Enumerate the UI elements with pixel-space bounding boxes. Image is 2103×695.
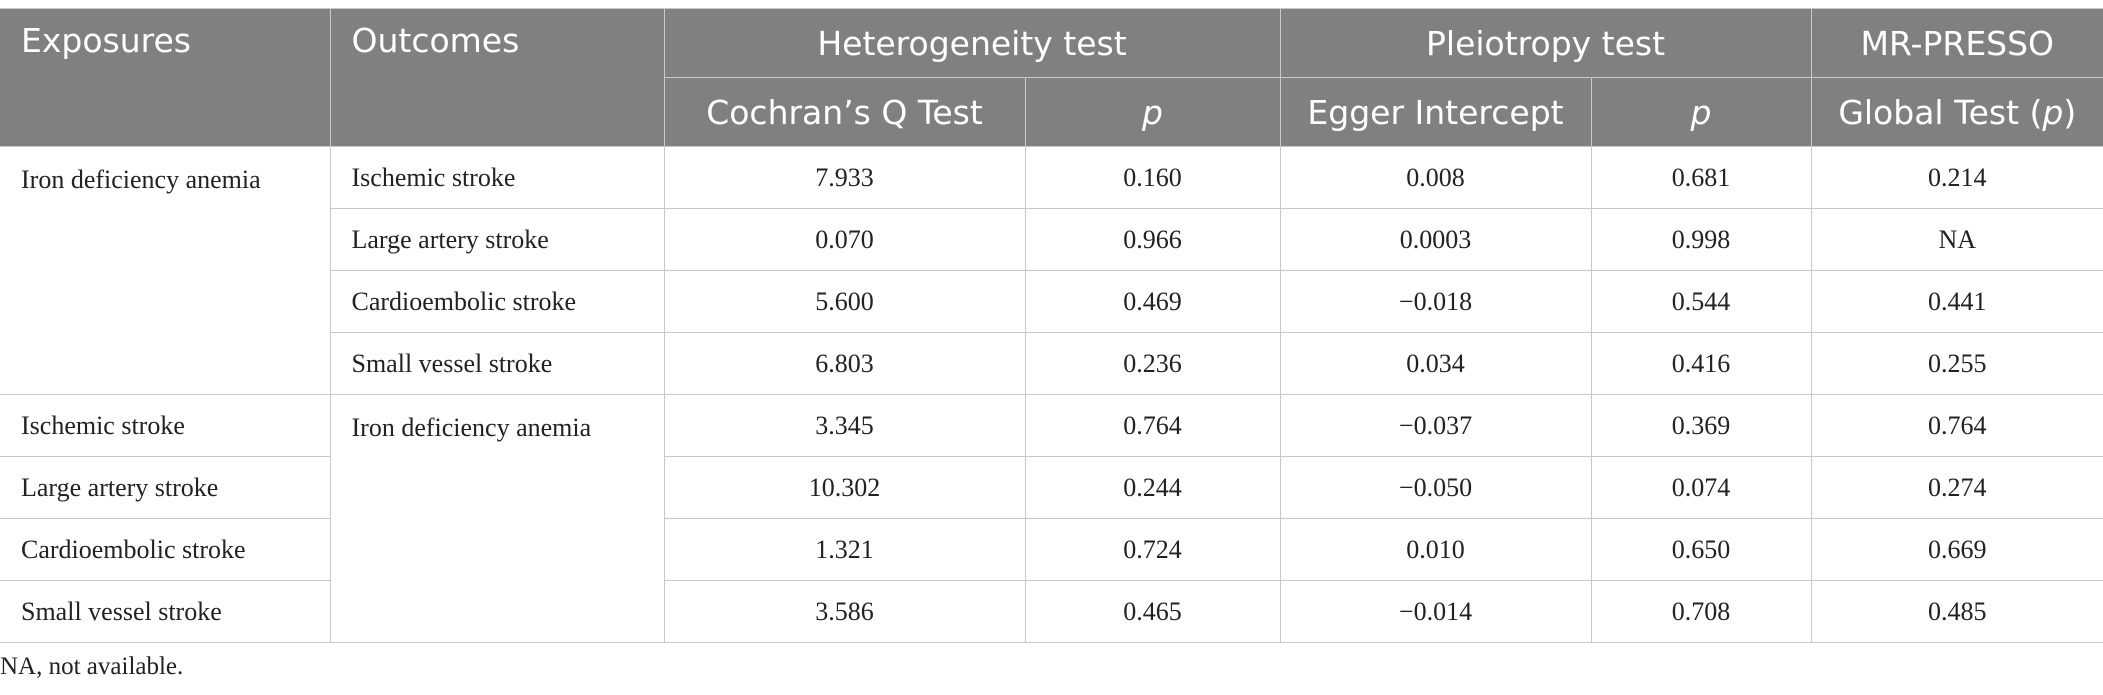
- global-test-p-cell: 0.274: [1810, 456, 2103, 519]
- header-egger-intercept: Egger Intercept: [1279, 77, 1592, 147]
- exposure-cell: Iron deficiency anemia: [0, 146, 331, 395]
- table-row: Small vessel stroke 6.803 0.236 0.034 0.…: [0, 332, 2103, 395]
- header-pleiotropy-p: p: [1590, 77, 1812, 147]
- header-outcomes: Outcomes: [329, 8, 665, 147]
- global-test-p-cell: 0.669: [1810, 518, 2103, 581]
- header-pleiotropy-test: Pleiotropy test: [1279, 8, 1812, 78]
- header-heterogeneity-test: Heterogeneity test: [663, 8, 1281, 78]
- table-header: Exposures Outcomes Heterogeneity test Pl…: [0, 8, 2103, 147]
- pleiotropy-p-cell: 0.681: [1590, 146, 1812, 209]
- cochran-q-cell: 5.600: [663, 270, 1026, 333]
- cochran-q-cell: 0.070: [663, 208, 1026, 271]
- pleiotropy-p-cell: 0.544: [1590, 270, 1812, 333]
- outcome-cell: Cardioembolic stroke: [329, 270, 665, 333]
- header-global-test: Global Test (p): [1810, 77, 2103, 147]
- cochran-q-cell: 10.302: [663, 456, 1026, 519]
- header-p-italic: p: [1142, 92, 1163, 132]
- table-footnote: NA, not available.: [0, 653, 184, 680]
- outcome-cell: Iron deficiency anemia: [329, 394, 665, 643]
- header-mr-presso: MR-PRESSO: [1810, 8, 2103, 78]
- header-exposures: Exposures: [0, 8, 331, 147]
- results-table: Exposures Outcomes Heterogeneity test Pl…: [0, 8, 2103, 643]
- exposure-cell: Large artery stroke: [0, 456, 331, 519]
- heterogeneity-p-cell: 0.966: [1024, 208, 1281, 271]
- pleiotropy-p-cell: 0.074: [1590, 456, 1812, 519]
- egger-intercept-cell: 0.0003: [1279, 208, 1592, 271]
- outcome-cell: Large artery stroke: [329, 208, 665, 271]
- table-row: Cardioembolic stroke 1.321 0.724 0.010 0…: [0, 518, 2103, 581]
- table-row: Small vessel stroke 3.586 0.465 −0.014 0…: [0, 580, 2103, 643]
- egger-intercept-cell: −0.037: [1279, 394, 1592, 457]
- table-row: Ischemic stroke Iron deficiency anemia 3…: [0, 394, 2103, 643]
- outcome-cell: Ischemic stroke: [329, 146, 665, 209]
- egger-intercept-cell: 0.034: [1279, 332, 1592, 395]
- exposure-cell: Cardioembolic stroke: [0, 518, 331, 581]
- global-test-p-cell: 0.764: [1810, 394, 2103, 457]
- global-test-p-cell: 0.485: [1810, 580, 2103, 643]
- heterogeneity-p-cell: 0.236: [1024, 332, 1281, 395]
- table-row: Iron deficiency anemia Ischemic stroke 7…: [0, 146, 2103, 395]
- egger-intercept-cell: −0.018: [1279, 270, 1592, 333]
- pleiotropy-p-cell: 0.650: [1590, 518, 1812, 581]
- heterogeneity-p-cell: 0.465: [1024, 580, 1281, 643]
- header-global-prefix: Global Test (: [1838, 92, 2043, 132]
- table-body: Iron deficiency anemia Ischemic stroke 7…: [0, 146, 2103, 643]
- heterogeneity-p-cell: 0.724: [1024, 518, 1281, 581]
- heterogeneity-p-cell: 0.764: [1024, 394, 1281, 457]
- header-global-p: p: [2042, 92, 2064, 132]
- header-cochran-q: Cochran’s Q Test: [663, 77, 1026, 147]
- cochran-q-cell: 7.933: [663, 146, 1026, 209]
- egger-intercept-cell: 0.010: [1279, 518, 1592, 581]
- global-test-p-cell: 0.214: [1810, 146, 2103, 209]
- outcome-cell: Small vessel stroke: [329, 332, 665, 395]
- table-row: Large artery stroke 10.302 0.244 −0.050 …: [0, 456, 2103, 519]
- exposure-cell: Ischemic stroke: [0, 394, 331, 457]
- cochran-q-cell: 3.586: [663, 580, 1026, 643]
- exposure-cell: Small vessel stroke: [0, 580, 331, 643]
- cochran-q-cell: 1.321: [663, 518, 1026, 581]
- cochran-q-cell: 3.345: [663, 394, 1026, 457]
- heterogeneity-p-cell: 0.244: [1024, 456, 1281, 519]
- egger-intercept-cell: −0.014: [1279, 580, 1592, 643]
- header-heterogeneity-p: p: [1024, 77, 1281, 147]
- header-p-italic: p: [1690, 92, 1712, 132]
- global-test-p-cell: 0.255: [1810, 332, 2103, 395]
- egger-intercept-cell: −0.050: [1279, 456, 1592, 519]
- egger-intercept-cell: 0.008: [1279, 146, 1592, 209]
- pleiotropy-p-cell: 0.416: [1590, 332, 1812, 395]
- heterogeneity-p-cell: 0.469: [1024, 270, 1281, 333]
- table-row: Cardioembolic stroke 5.600 0.469 −0.018 …: [0, 270, 2103, 333]
- global-test-p-cell: NA: [1810, 208, 2103, 271]
- pleiotropy-p-cell: 0.998: [1590, 208, 1812, 271]
- header-global-suffix: ): [2063, 92, 2077, 132]
- heterogeneity-p-cell: 0.160: [1024, 146, 1281, 209]
- pleiotropy-p-cell: 0.369: [1590, 394, 1812, 457]
- pleiotropy-p-cell: 0.708: [1590, 580, 1812, 643]
- global-test-p-cell: 0.441: [1810, 270, 2103, 333]
- cochran-q-cell: 6.803: [663, 332, 1026, 395]
